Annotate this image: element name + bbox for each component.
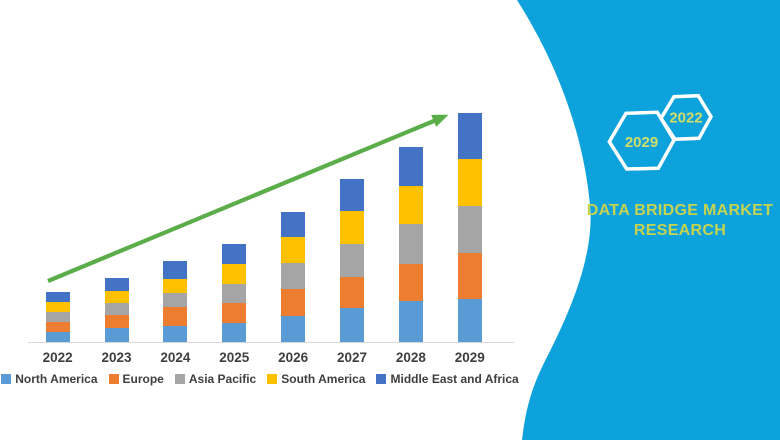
- bar-segment-europe: [163, 307, 188, 326]
- bar-2024: [163, 261, 188, 342]
- x-axis-label-2027: 2027: [336, 350, 368, 365]
- bar-segment-europe: [104, 315, 129, 329]
- hexagon-2022-icon: [658, 93, 714, 142]
- brand-title-line1: DATA BRIDGE MARKET: [587, 202, 773, 219]
- bar-segment-south-america: [45, 302, 70, 313]
- brand-panel-background: [517, 0, 780, 440]
- bar-segment-middle-east-and-africa: [104, 277, 129, 292]
- x-axis-label-2022: 2022: [42, 350, 73, 365]
- legend-label: Europe: [122, 372, 164, 386]
- x-axis-label-2025: 2025: [219, 350, 250, 365]
- bar-segment-south-america: [457, 159, 482, 207]
- hexagon-2022-label: 2022: [669, 110, 702, 127]
- bar-segment-asia-pacific: [163, 292, 188, 307]
- bar-segment-middle-east-and-africa: [457, 113, 482, 160]
- bar-segment-north-america: [281, 316, 306, 342]
- bar-segment-south-america: [340, 211, 364, 244]
- bar-segment-asia-pacific: [340, 243, 364, 278]
- legend-item-asia-pacific: Asia Pacific: [174, 372, 257, 386]
- bar-2027: [340, 178, 364, 342]
- bar-2028: [398, 146, 423, 342]
- bar-segment-south-america: [281, 237, 306, 263]
- bar-segment-south-america: [163, 279, 188, 293]
- bar-segment-asia-pacific: [281, 262, 306, 290]
- bar-segment-europe: [222, 302, 247, 323]
- legend-swatch-icon: [174, 374, 185, 384]
- legend-swatch-icon: [1, 374, 12, 384]
- legend-item-middle-east-and-africa: Middle East and Africa: [376, 372, 519, 386]
- bar-segment-south-america: [222, 264, 247, 285]
- legend-swatch-icon: [376, 374, 387, 384]
- bar-segment-middle-east-and-africa: [398, 146, 423, 187]
- legend-label: Middle East and Africa: [390, 372, 519, 386]
- legend-swatch-icon: [267, 374, 278, 384]
- bar-segment-north-america: [104, 328, 129, 342]
- trend-arrow-shaft: [47, 118, 436, 283]
- hexagon-2029-label: 2029: [625, 134, 658, 151]
- bar-segment-middle-east-and-africa: [222, 244, 247, 265]
- bar-2025: [222, 244, 247, 342]
- stacked-bar-chart: 2022 2023 2024 2025 2026 2027 2028 2029 North A…: [0, 113, 520, 386]
- bar-segment-europe: [457, 252, 482, 299]
- bar-segment-europe: [398, 263, 423, 301]
- bar-segment-middle-east-and-africa: [340, 178, 364, 212]
- bar-segment-north-america: [163, 326, 188, 342]
- bar-segment-middle-east-and-africa: [45, 291, 70, 303]
- plot-area: [45, 113, 482, 342]
- bar-segment-north-america: [45, 331, 70, 342]
- bar-2022: [45, 291, 70, 342]
- bar-segment-north-america: [457, 298, 482, 342]
- trend-arrow-head-icon: [431, 114, 449, 127]
- bar-2026: [281, 212, 306, 342]
- bar-segment-south-america: [104, 291, 129, 303]
- x-axis-label-2024: 2024: [160, 350, 191, 365]
- bar-segment-asia-pacific: [457, 206, 482, 253]
- legend-item-south-america: South America: [267, 372, 365, 386]
- legend-label: Asia Pacific: [188, 372, 257, 386]
- legend-item-north-america: North America: [1, 372, 98, 386]
- x-axis-line: [28, 342, 514, 343]
- bar-segment-europe: [340, 277, 364, 309]
- x-axis-label-2029: 2029: [454, 350, 485, 365]
- legend-label: South America: [281, 372, 366, 386]
- legend-item-europe: Europe: [108, 372, 164, 386]
- bar-segment-middle-east-and-africa: [281, 212, 306, 238]
- legend: North America Europe Asia Pacific South Ame…: [0, 372, 520, 386]
- x-axis-label-2026: 2026: [278, 350, 309, 365]
- legend-swatch-icon: [108, 374, 119, 384]
- bar-segment-asia-pacific: [398, 223, 423, 264]
- bar-segment-asia-pacific: [45, 312, 70, 323]
- bar-2029: [457, 113, 482, 342]
- bar-segment-north-america: [222, 322, 247, 342]
- x-axis-label-2023: 2023: [101, 350, 132, 365]
- bar-segment-north-america: [340, 308, 364, 342]
- legend-label: North America: [15, 372, 98, 386]
- x-axis-label-2028: 2028: [395, 350, 426, 365]
- bar-segment-north-america: [398, 301, 423, 342]
- bar-2023: [104, 277, 129, 342]
- bar-segment-asia-pacific: [222, 284, 247, 303]
- trend-arrow: [47, 114, 449, 283]
- bar-segment-south-america: [398, 186, 423, 224]
- brand-title-line2: RESEARCH: [634, 222, 726, 239]
- bar-segment-europe: [281, 289, 306, 316]
- bar-segment-europe: [45, 322, 70, 332]
- bar-segment-middle-east-and-africa: [163, 261, 188, 280]
- bar-segment-asia-pacific: [104, 302, 129, 316]
